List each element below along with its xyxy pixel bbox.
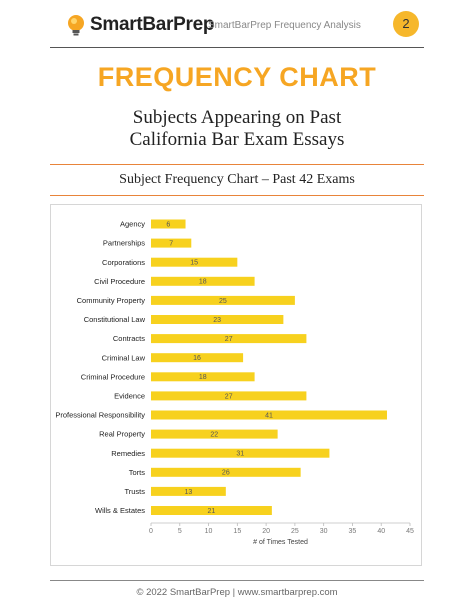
footer-divider	[50, 580, 424, 581]
category-label: Partnerships	[103, 239, 145, 248]
category-label: Evidence	[114, 392, 145, 401]
data-label: 18	[199, 279, 207, 286]
page-title: FREQUENCY CHART	[0, 62, 474, 93]
category-label: Community Property	[77, 296, 146, 305]
x-tick-label: 40	[377, 528, 385, 535]
subtitle-line-1: Subjects Appearing on Past	[0, 107, 474, 129]
page-subtitle: Subjects Appearing on Past California Ba…	[0, 107, 474, 151]
category-label: Criminal Law	[102, 353, 146, 362]
header-divider	[50, 47, 424, 48]
x-tick-label: 30	[320, 528, 328, 535]
data-label: 22	[210, 432, 218, 439]
x-tick-label: 35	[349, 528, 357, 535]
heading-divider-top	[50, 164, 424, 165]
x-tick-label: 5	[178, 528, 182, 535]
data-label: 6	[166, 221, 170, 228]
brand-name: SmartBarPrep	[90, 14, 214, 36]
data-label: 13	[185, 489, 193, 496]
category-label: Agency	[120, 220, 145, 229]
category-label: Torts	[129, 468, 146, 477]
category-label: Remedies	[111, 449, 145, 458]
x-tick-label: 25	[291, 528, 299, 535]
subtitle-line-2: California Bar Exam Essays	[0, 129, 474, 151]
category-label: Professional Responsibility	[55, 411, 145, 420]
category-label: Constitutional Law	[84, 315, 146, 324]
category-label: Trusts	[124, 487, 145, 496]
x-tick-label: 10	[205, 528, 213, 535]
category-label: Contracts	[113, 334, 145, 343]
data-label: 21	[208, 508, 216, 515]
x-tick-label: 0	[149, 528, 153, 535]
data-label: 15	[190, 260, 198, 267]
frequency-bar-chart: Agency 6 Partnerships 7 Corporations 15 Civil …	[51, 205, 421, 565]
data-label: 7	[169, 241, 173, 248]
x-tick-label: 45	[406, 528, 414, 535]
category-label: Real Property	[99, 430, 145, 439]
category-label: Wills & Estates	[95, 506, 145, 515]
data-label: 27	[225, 336, 233, 343]
brand-logo[interactable]: SmartBarPrep	[66, 12, 214, 38]
page-number-badge: 2	[393, 11, 419, 37]
x-tick-label: 15	[233, 528, 241, 535]
lightbulb-icon	[66, 13, 86, 37]
x-axis-title: # of Times Tested	[253, 539, 308, 546]
category-label: Criminal Procedure	[81, 372, 145, 381]
header-title: SmartBarPrep Frequency Analysis	[208, 20, 361, 31]
data-label: 41	[265, 412, 273, 419]
data-label: 27	[225, 393, 233, 400]
chart-frame: Agency 6 Partnerships 7 Corporations 15 Civil …	[50, 204, 422, 566]
data-label: 25	[219, 298, 227, 305]
chart-title: Subject Frequency Chart – Past 42 Exams	[0, 172, 474, 188]
data-label: 23	[213, 317, 221, 324]
data-label: 16	[193, 355, 201, 362]
heading-divider-bottom	[50, 195, 424, 196]
page-header: SmartBarPrep SmartBarPrep Frequency Anal…	[0, 0, 474, 48]
data-label: 31	[236, 451, 244, 458]
data-label: 18	[199, 374, 207, 381]
category-label: Corporations	[102, 258, 145, 267]
page-footer: © 2022 SmartBarPrep | www.smartbarprep.c…	[0, 587, 474, 598]
x-tick-label: 20	[262, 528, 270, 535]
data-label: 26	[222, 470, 230, 477]
category-label: Civil Procedure	[94, 277, 145, 286]
